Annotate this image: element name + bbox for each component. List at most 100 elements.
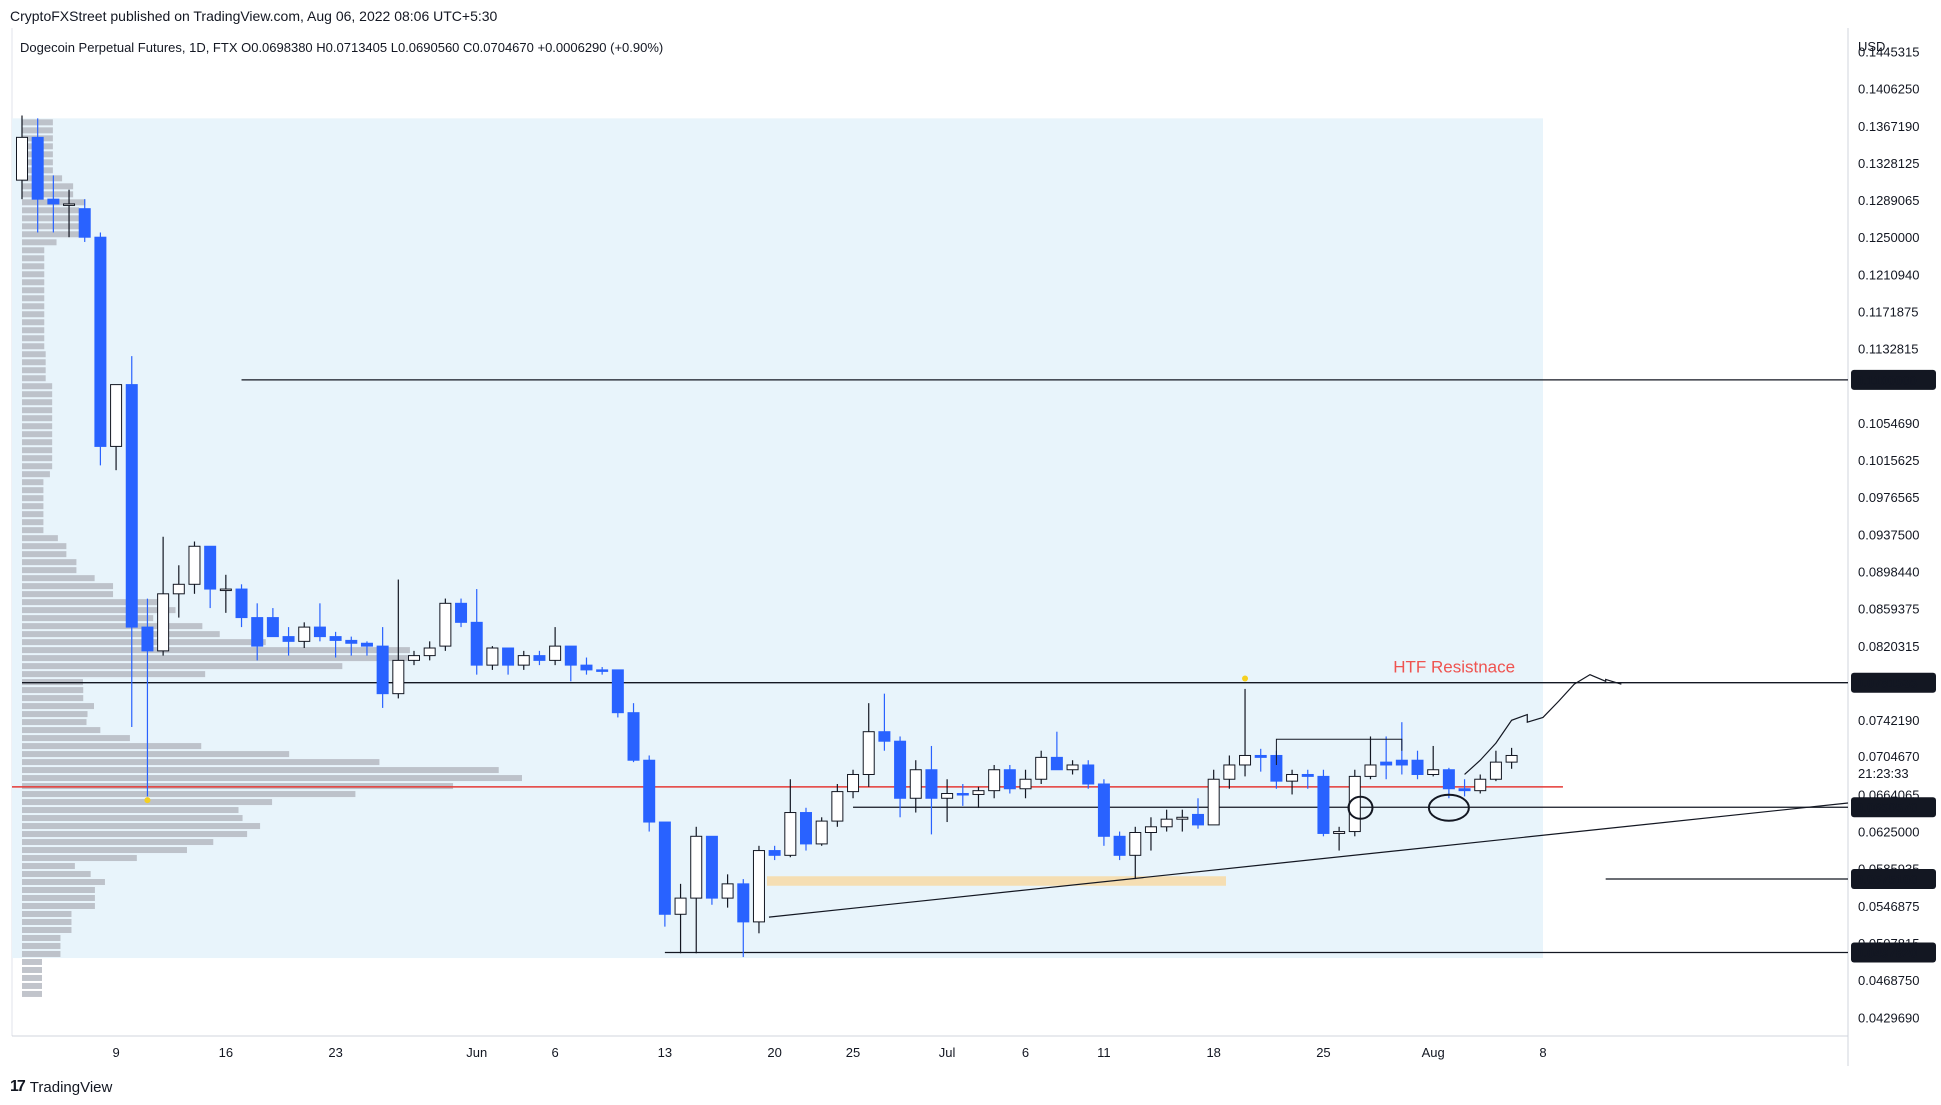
candle	[141, 598, 154, 797]
volume-profile-bar	[22, 311, 45, 318]
candle	[1442, 767, 1455, 799]
candle-body	[94, 236, 107, 447]
candle	[1144, 817, 1157, 851]
candle-body	[831, 791, 844, 822]
ascending-trendline	[768, 802, 1849, 918]
volume-profile-bar	[22, 775, 522, 782]
volume-profile-bar	[22, 351, 46, 358]
candle-body	[878, 731, 891, 742]
candle	[188, 541, 201, 594]
volume-profile-bar	[22, 519, 44, 526]
marker-dot	[144, 797, 151, 804]
volume-profile-bar	[22, 591, 114, 598]
candle	[16, 115, 28, 200]
volume-profile-bar	[22, 966, 42, 973]
candle	[1411, 750, 1424, 780]
candle	[94, 232, 107, 466]
volume-profile-bar	[22, 231, 82, 238]
price-label-bg	[1851, 797, 1936, 818]
candle-body	[815, 820, 828, 845]
candle	[408, 650, 420, 666]
volume-profile-bar	[22, 735, 130, 742]
volume-profile-bar	[22, 559, 77, 566]
volume-profile-bar	[22, 711, 88, 718]
volume-profile-bar	[22, 367, 46, 374]
candle	[1082, 760, 1095, 789]
highlight-ellipse	[1347, 795, 1374, 820]
candle	[78, 199, 91, 242]
candle	[1176, 809, 1189, 832]
candle	[894, 736, 907, 818]
candle	[219, 574, 232, 613]
candle-body	[329, 636, 342, 641]
price-label-bg	[1851, 672, 1936, 693]
volume-profile-bar	[22, 399, 53, 406]
price-tick-label: 0.0859375	[1858, 602, 1919, 617]
price-tick-label: 0.0742190	[1858, 713, 1919, 728]
candle-body	[313, 626, 326, 638]
volume-profile-bar	[22, 479, 44, 486]
candle-body	[988, 769, 1001, 792]
candle	[580, 657, 593, 675]
candle	[47, 175, 60, 233]
candle	[925, 745, 938, 835]
projected-price-path	[1464, 673, 1622, 775]
candle	[1333, 826, 1346, 851]
candle-body	[298, 626, 311, 642]
candle-body	[1489, 761, 1502, 780]
date-tick-label: 13	[658, 1045, 672, 1060]
candle	[1489, 750, 1502, 782]
date-tick-label: 6	[552, 1045, 559, 1060]
volume-profile-bar	[22, 471, 50, 478]
price-tick-label: 0.0820315	[1858, 639, 1919, 654]
candle-body	[157, 593, 170, 652]
date-tick-label: 6	[1022, 1045, 1029, 1060]
candle-body	[282, 636, 295, 642]
volume-profile-bar	[22, 423, 53, 430]
candle-body	[110, 384, 123, 447]
candle-body	[627, 712, 640, 761]
volume-profile-bar	[22, 759, 380, 766]
volume-profile-bar	[22, 887, 95, 894]
price-label: 0.0575100	[1856, 872, 1917, 887]
date-tick-label: 11	[1097, 1045, 1111, 1060]
candle	[1066, 760, 1079, 775]
candle	[63, 189, 76, 238]
candle	[266, 608, 279, 638]
candle	[313, 603, 326, 642]
candle-body	[1474, 778, 1487, 792]
volume-profile-bar	[22, 183, 74, 190]
candle	[1113, 831, 1126, 861]
candle	[1097, 779, 1110, 846]
price-tick-label: 0.1328125	[1858, 156, 1919, 171]
volume-profile-bar	[22, 535, 58, 542]
volume-profile-bar	[22, 623, 203, 630]
brand-name: TradingView	[29, 1078, 113, 1096]
price-tick-label: 0.0625000	[1858, 825, 1919, 840]
candle-body	[549, 645, 562, 661]
candle	[345, 636, 358, 656]
candle	[627, 703, 640, 763]
volume-profile-bar	[22, 327, 45, 334]
candle	[125, 356, 138, 727]
candle-body	[643, 759, 656, 823]
candle	[110, 384, 123, 471]
candle-body	[1317, 775, 1330, 834]
candle-body	[658, 821, 671, 915]
candle-body	[956, 793, 969, 796]
price-tick-label: 0.1210940	[1858, 267, 1919, 282]
volume-profile-bar	[22, 934, 61, 941]
volume-profile-bar	[22, 703, 95, 710]
volume-profile-bar	[22, 279, 45, 286]
published-caption: CryptoFXStreet published on TradingView.…	[10, 8, 498, 24]
date-tick-label: 20	[767, 1045, 781, 1060]
price-tick-label: 0.1250000	[1858, 230, 1919, 245]
candle-body	[596, 669, 609, 672]
candle-body	[580, 664, 593, 671]
volume-profile-bar	[22, 223, 80, 230]
candle-body	[188, 545, 201, 585]
candle-body	[1505, 754, 1518, 763]
candle-body	[1223, 764, 1236, 780]
candle-body	[141, 626, 154, 652]
